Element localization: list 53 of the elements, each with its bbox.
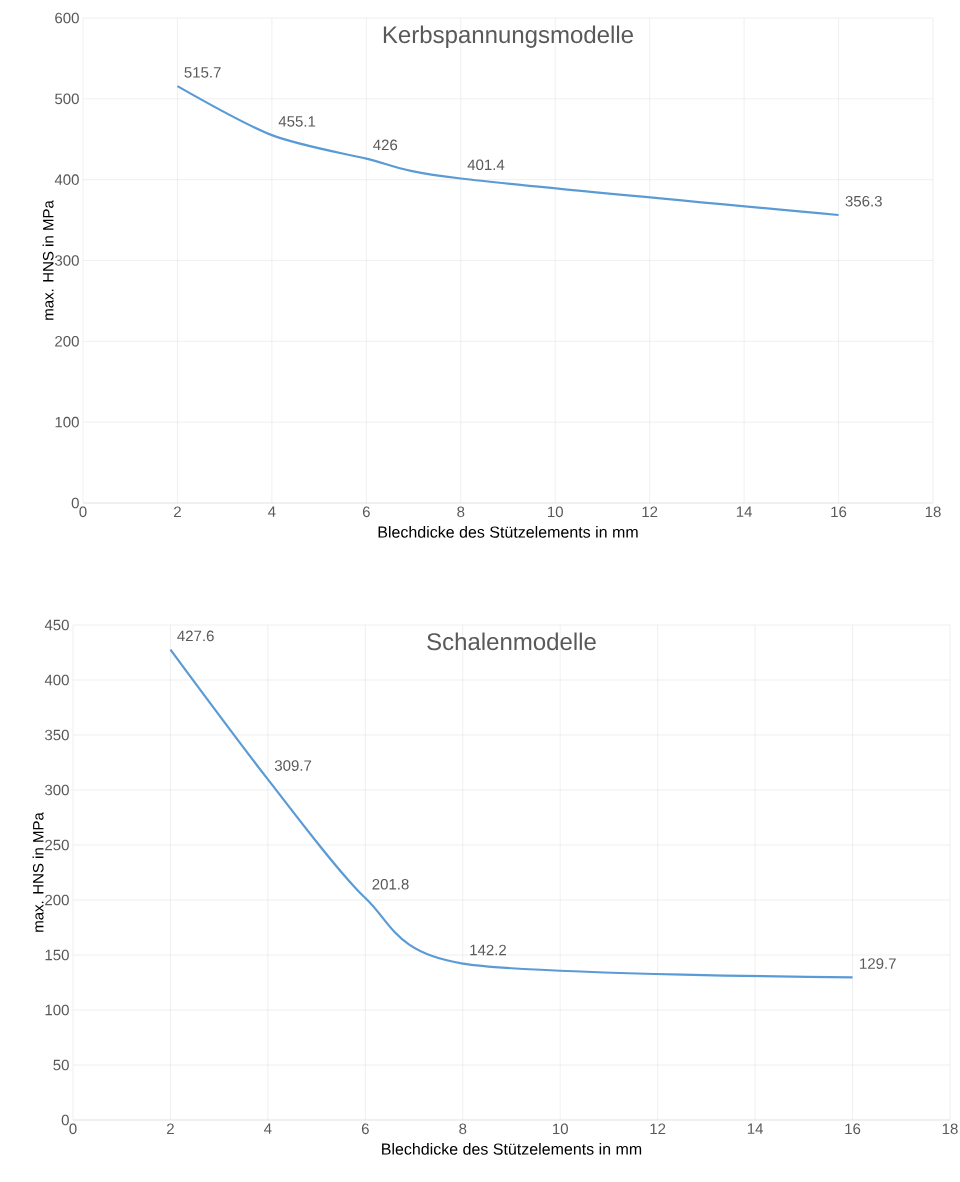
data-label: 142.2 xyxy=(470,944,506,956)
x-axis-title: Blechdicke des Stützelements in mm xyxy=(382,1143,642,1155)
x-axis-title: Blechdicke des Stützelements in mm xyxy=(378,526,638,538)
x-tick-label: 18 xyxy=(925,506,941,518)
data-label: 129.7 xyxy=(860,958,896,969)
data-label: 401.4 xyxy=(467,159,505,171)
data-label: 356.3 xyxy=(845,195,882,207)
y-tick-label: 500 xyxy=(55,93,79,105)
x-tick-label: 2 xyxy=(174,506,181,517)
x-tick-label: 4 xyxy=(268,506,276,517)
x-tick-label: 16 xyxy=(831,506,847,518)
y-tick-label: 200 xyxy=(45,894,69,906)
y-tick-label: 300 xyxy=(45,784,69,796)
x-tick-label: 14 xyxy=(736,506,753,517)
data-label: 455.1 xyxy=(278,116,316,127)
data-label: 427.6 xyxy=(177,630,214,642)
x-tick-label: 18 xyxy=(942,1123,958,1135)
x-tick-label: 6 xyxy=(362,506,370,518)
x-tick-label: 0 xyxy=(79,506,87,518)
x-tick-label: 8 xyxy=(459,1123,467,1135)
y-tick-label: 450 xyxy=(44,619,69,631)
x-tick-label: 4 xyxy=(264,1123,272,1134)
data-label: 515.7 xyxy=(184,67,221,78)
x-tick-label: 6 xyxy=(361,1123,369,1135)
y-tick-label: 0 xyxy=(71,497,79,509)
x-tick-label: 10 xyxy=(548,506,563,518)
data-label: 201.8 xyxy=(372,878,409,890)
data-label: 426 xyxy=(373,139,398,151)
x-tick-label: 12 xyxy=(650,1123,666,1134)
y-tick-label: 300 xyxy=(55,255,79,266)
x-tick-label: 2 xyxy=(167,1123,174,1134)
line-series xyxy=(176,85,840,217)
x-tick-label: 16 xyxy=(845,1123,861,1135)
x-tick-label: 14 xyxy=(747,1123,764,1134)
chart-title: Kerbspannungsmodelle xyxy=(383,25,633,48)
x-tick-label: 12 xyxy=(642,506,658,517)
chart-title: Schalenmodelle xyxy=(427,632,596,651)
y-axis-title: max. HNS in MPa xyxy=(42,200,54,320)
y-tick-label: 400 xyxy=(44,674,69,686)
y-tick-label: 100 xyxy=(45,1004,69,1016)
y-tick-label: 200 xyxy=(55,336,79,347)
y-tick-label: 250 xyxy=(45,839,69,851)
y-axis-title: max. HNS in MPa xyxy=(32,812,44,932)
y-tick-label: 150 xyxy=(45,949,69,961)
y-tick-label: 350 xyxy=(45,729,69,741)
y-tick-label: 600 xyxy=(55,12,79,24)
y-tick-label: 0 xyxy=(61,1114,69,1126)
x-tick-label: 10 xyxy=(553,1123,568,1135)
y-tick-label: 100 xyxy=(55,416,79,428)
y-tick-label: 400 xyxy=(54,174,79,185)
data-label: 309.7 xyxy=(274,760,312,771)
y-tick-label: 50 xyxy=(53,1059,69,1071)
x-tick-label: 8 xyxy=(457,506,465,518)
